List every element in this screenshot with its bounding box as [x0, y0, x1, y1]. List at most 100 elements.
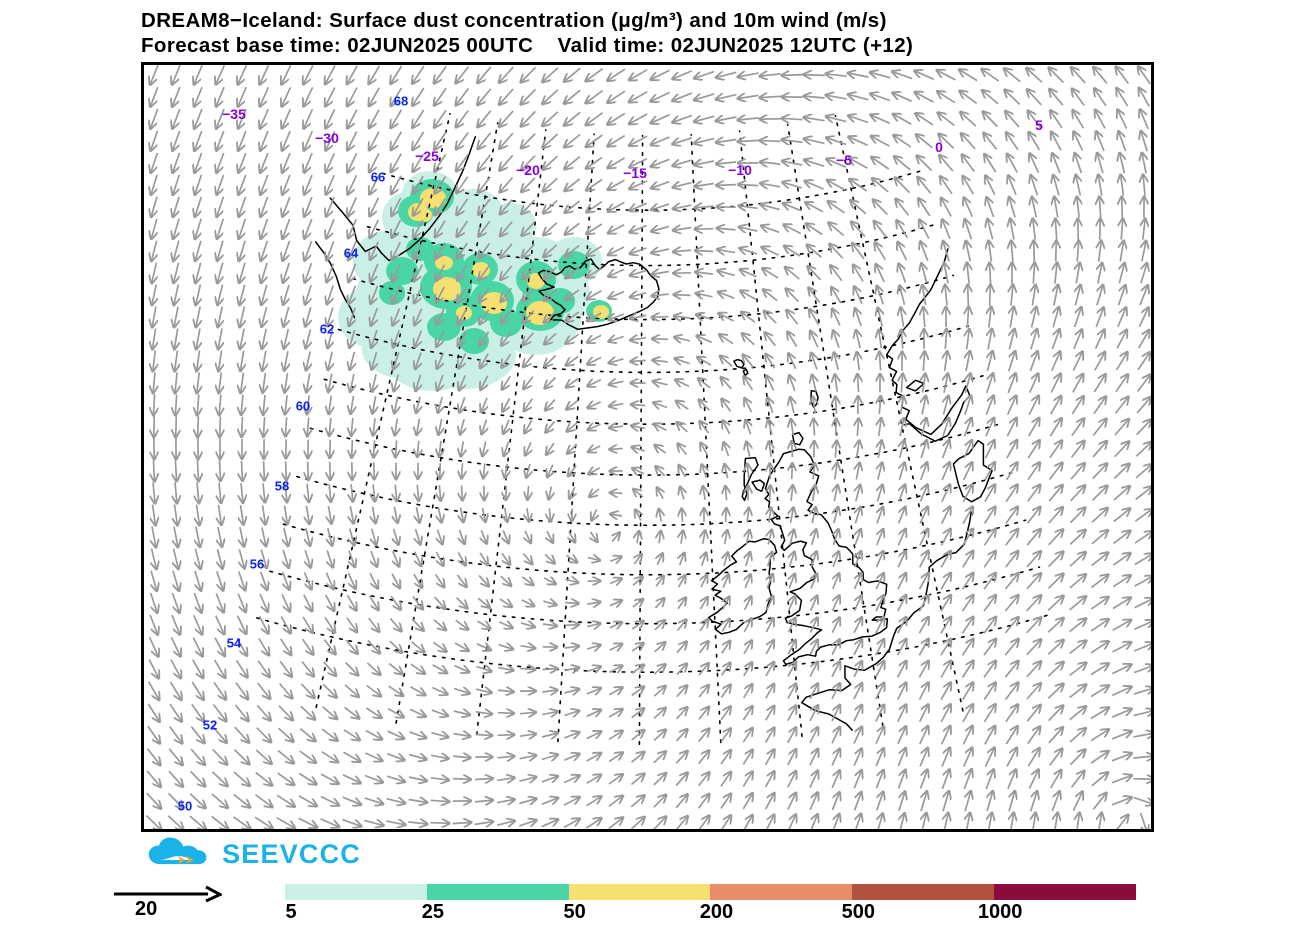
wind-vector	[545, 376, 557, 389]
wind-vector	[1004, 595, 1018, 612]
map-canvas[interactable]	[144, 65, 1151, 829]
wind-vector	[439, 485, 440, 501]
wind-vector	[195, 218, 202, 239]
wind-vector	[299, 728, 315, 742]
wind-vector	[498, 668, 513, 671]
wind-vector	[943, 791, 949, 812]
wind-vector	[653, 795, 666, 808]
wind-vector	[1071, 396, 1083, 415]
wind-vector	[698, 663, 709, 676]
wind-vector	[477, 597, 490, 607]
wind-vector	[989, 306, 991, 328]
wind-vector	[629, 135, 648, 145]
wind-vector	[569, 486, 575, 499]
wind-vector	[811, 551, 816, 567]
wind-vector	[434, 109, 447, 128]
dust-contour-band-1	[379, 281, 405, 305]
wind-vector	[919, 726, 928, 745]
wind-vector	[254, 816, 273, 829]
coastline-iceland	[537, 258, 660, 331]
map-frame[interactable]: 68 66 64 62 60 58 56 54 52 50 −35 −30 −25 −20 −15 −10 −5…	[141, 62, 1154, 832]
latitude-label-68: 68	[393, 93, 409, 109]
wind-vector	[305, 549, 311, 568]
wind-vector	[564, 668, 580, 671]
wind-vector	[430, 800, 450, 801]
wind-vector	[151, 196, 157, 217]
wind-vector	[983, 111, 999, 128]
wind-vector	[1119, 263, 1124, 284]
wind-vector	[591, 509, 596, 520]
wind-vector	[791, 485, 793, 501]
parallel-54	[282, 519, 1027, 576]
wind-vector	[853, 617, 862, 634]
wind-vector	[281, 571, 290, 590]
wind-vector	[591, 531, 598, 542]
wind-vector	[195, 240, 201, 261]
wind-vector	[764, 793, 775, 810]
wind-vector	[1004, 683, 1019, 701]
wind-vector	[325, 572, 333, 590]
wind-vector	[1052, 153, 1061, 174]
wind-vector	[587, 290, 602, 299]
wind-vector	[474, 822, 494, 825]
wind-vector	[213, 659, 226, 678]
wind-vector	[984, 747, 994, 767]
wind-vector	[284, 328, 289, 349]
wind-vector	[498, 645, 514, 650]
wind-vector	[919, 507, 928, 524]
wind-vector	[1031, 175, 1039, 196]
wind-vector	[1032, 197, 1037, 218]
wind-vector	[415, 352, 421, 370]
wind-vector	[630, 248, 647, 254]
wind-vector	[716, 185, 737, 186]
wind-vector	[724, 464, 727, 479]
wind-vector	[564, 89, 581, 104]
wind-vector	[172, 108, 181, 129]
wind-vector	[1048, 727, 1063, 744]
wind-vector	[500, 176, 514, 193]
wind-vector	[1090, 707, 1109, 720]
wind-vector	[1026, 507, 1041, 524]
wind-vector	[413, 573, 422, 588]
wind-vector	[629, 157, 648, 168]
wind-vector	[387, 707, 404, 718]
wind-vector	[263, 417, 264, 437]
wind-vector	[458, 353, 467, 368]
wind-vector	[700, 421, 710, 434]
wind-vector	[787, 662, 796, 677]
wind-vector	[807, 266, 822, 281]
wind-vector	[1049, 440, 1062, 459]
wind-vector	[654, 445, 667, 454]
wind-vector	[153, 460, 154, 481]
wind-vector	[215, 570, 223, 591]
wind-vector	[653, 816, 667, 829]
wind-vector	[1133, 779, 1151, 780]
wind-vector	[1047, 618, 1064, 633]
wind-vector	[940, 595, 951, 612]
wind-vector	[1095, 110, 1106, 129]
wind-vector	[923, 373, 926, 393]
wind-vector	[870, 115, 891, 125]
wind-vector	[298, 795, 317, 806]
wind-vector	[282, 130, 291, 151]
wind-vector	[918, 595, 928, 612]
wind-vector	[832, 309, 841, 326]
wind-vector	[430, 823, 449, 824]
wind-vector	[1115, 374, 1128, 393]
wind-vector	[1071, 418, 1084, 437]
wind-vector	[434, 596, 446, 609]
wind-vector	[351, 484, 353, 502]
wind-vector	[522, 243, 535, 257]
wind-vector	[544, 354, 557, 367]
wind-vector	[941, 748, 950, 767]
wind-vector	[519, 777, 537, 781]
wind-vector	[217, 548, 222, 569]
wind-vector	[412, 87, 425, 106]
wind-vector	[261, 240, 269, 261]
wind-vector	[944, 813, 949, 829]
wind-vector	[461, 507, 464, 523]
wind-vector	[174, 328, 177, 350]
wind-vector	[716, 117, 737, 121]
wind-vector	[855, 813, 861, 829]
wind-vector	[696, 314, 713, 319]
